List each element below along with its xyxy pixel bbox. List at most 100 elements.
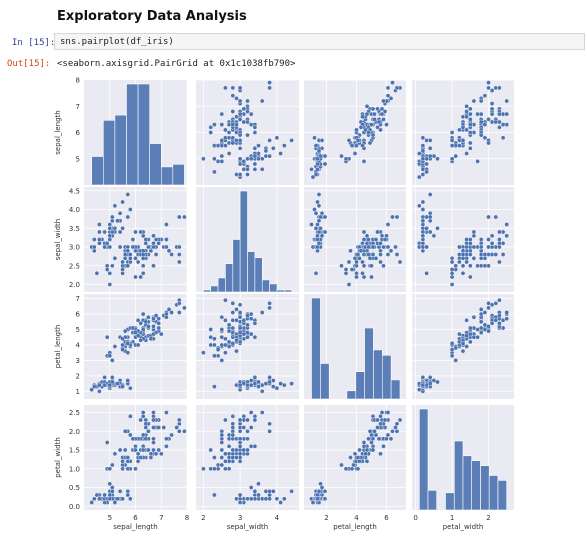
scatter-point (427, 229, 433, 235)
scatter-point (424, 161, 429, 167)
scatter-point (245, 313, 250, 318)
scatter-point (478, 255, 484, 261)
scatter-point (471, 314, 477, 320)
scatter-point (237, 161, 243, 167)
scatter-point (486, 237, 491, 242)
scatter-point (449, 270, 455, 276)
histogram-bar (453, 440, 464, 511)
scatter-point (369, 122, 374, 127)
scatter-point (486, 85, 491, 91)
scatter-point (219, 159, 225, 164)
scatter-point (379, 410, 385, 415)
scatter-point (489, 111, 495, 117)
scatter-point (135, 333, 141, 339)
scatter-point (385, 410, 391, 415)
scatter-point (381, 263, 386, 269)
scatter-point (117, 447, 123, 453)
scatter-point (245, 166, 250, 172)
histogram-bar (390, 379, 401, 400)
scatter-point (385, 85, 391, 91)
scatter-point (176, 259, 182, 265)
scatter-point (212, 122, 217, 127)
scatter-point (256, 492, 261, 498)
scatter-point (219, 314, 225, 320)
scatter-point (215, 347, 221, 352)
scatter-point (107, 233, 113, 239)
scatter-point (245, 417, 250, 423)
scatter-point (110, 263, 115, 269)
y-tick-label: 8 (76, 77, 80, 85)
scatter-point (219, 447, 225, 453)
scatter-point (263, 381, 269, 386)
scatter-point (223, 417, 228, 423)
scatter-point (252, 161, 258, 167)
scatter-point (382, 109, 388, 114)
scatter-point (493, 317, 499, 323)
histogram-bar (149, 143, 162, 186)
scatter-point (370, 436, 376, 442)
panel-sepal_length-vs-petal_length (304, 79, 406, 185)
scatter-point (322, 153, 328, 159)
scatter-point (339, 153, 344, 159)
scatter-point (127, 255, 133, 261)
scatter-point (176, 428, 182, 434)
histogram-bar (276, 289, 285, 293)
panel-sepal_length-vs-petal_width (412, 79, 514, 185)
histogram-bar (320, 363, 330, 400)
scatter-point (375, 417, 380, 423)
scatter-point (270, 145, 276, 151)
scatter-point (259, 410, 265, 415)
scatter-point (385, 244, 391, 250)
scatter-point (316, 148, 322, 154)
scatter-point (375, 106, 380, 112)
scatter-point (478, 307, 484, 312)
scatter-point (312, 135, 317, 141)
scatter-point (478, 244, 484, 250)
scatter-point (127, 207, 133, 212)
y-tick-label: 4 (76, 342, 81, 350)
histogram-bar (232, 239, 241, 293)
scatter-point (460, 138, 466, 143)
scatter-point (112, 500, 118, 505)
scatter-point (349, 466, 355, 472)
scatter-point (348, 248, 353, 254)
scatter-point (237, 382, 243, 388)
scatter-point (357, 255, 362, 261)
scatter-point (370, 244, 376, 250)
scatter-point (237, 310, 243, 315)
scatter-point (130, 237, 136, 242)
scatter-point (138, 229, 143, 235)
scatter-point (151, 331, 156, 337)
scatter-point (148, 451, 154, 457)
scatter-point (363, 451, 368, 457)
scatter-point (237, 156, 243, 162)
panel-petal_width-vs-petal_length (304, 405, 406, 510)
scatter-point (435, 379, 440, 385)
scatter-point (420, 199, 426, 205)
scatter-point (384, 436, 389, 442)
scatter-point (234, 348, 239, 354)
scatter-point (97, 496, 102, 502)
scatter-point (354, 143, 359, 148)
scatter-point (497, 111, 502, 117)
x-tick-label: 3 (238, 514, 242, 522)
scatter-point (237, 302, 243, 308)
scatter-point (151, 436, 156, 442)
scatter-point (148, 336, 154, 342)
code-cell-input[interactable]: sns.pairplot(df_iris) (54, 33, 585, 50)
scatter-point (497, 125, 502, 130)
scatter-point (237, 111, 243, 117)
scatter-point (146, 244, 151, 250)
scatter-point (420, 172, 426, 177)
scatter-point (464, 317, 469, 323)
scatter-point (360, 114, 365, 120)
y-tick-label: 3.5 (69, 225, 80, 233)
scatter-point (252, 443, 258, 449)
scatter-point (420, 143, 426, 148)
scatter-point (394, 252, 400, 257)
scatter-point (267, 305, 272, 311)
scatter-point (361, 263, 367, 269)
scatter-point (361, 159, 367, 164)
histogram-bar (103, 120, 116, 186)
scatter-point (471, 255, 477, 261)
